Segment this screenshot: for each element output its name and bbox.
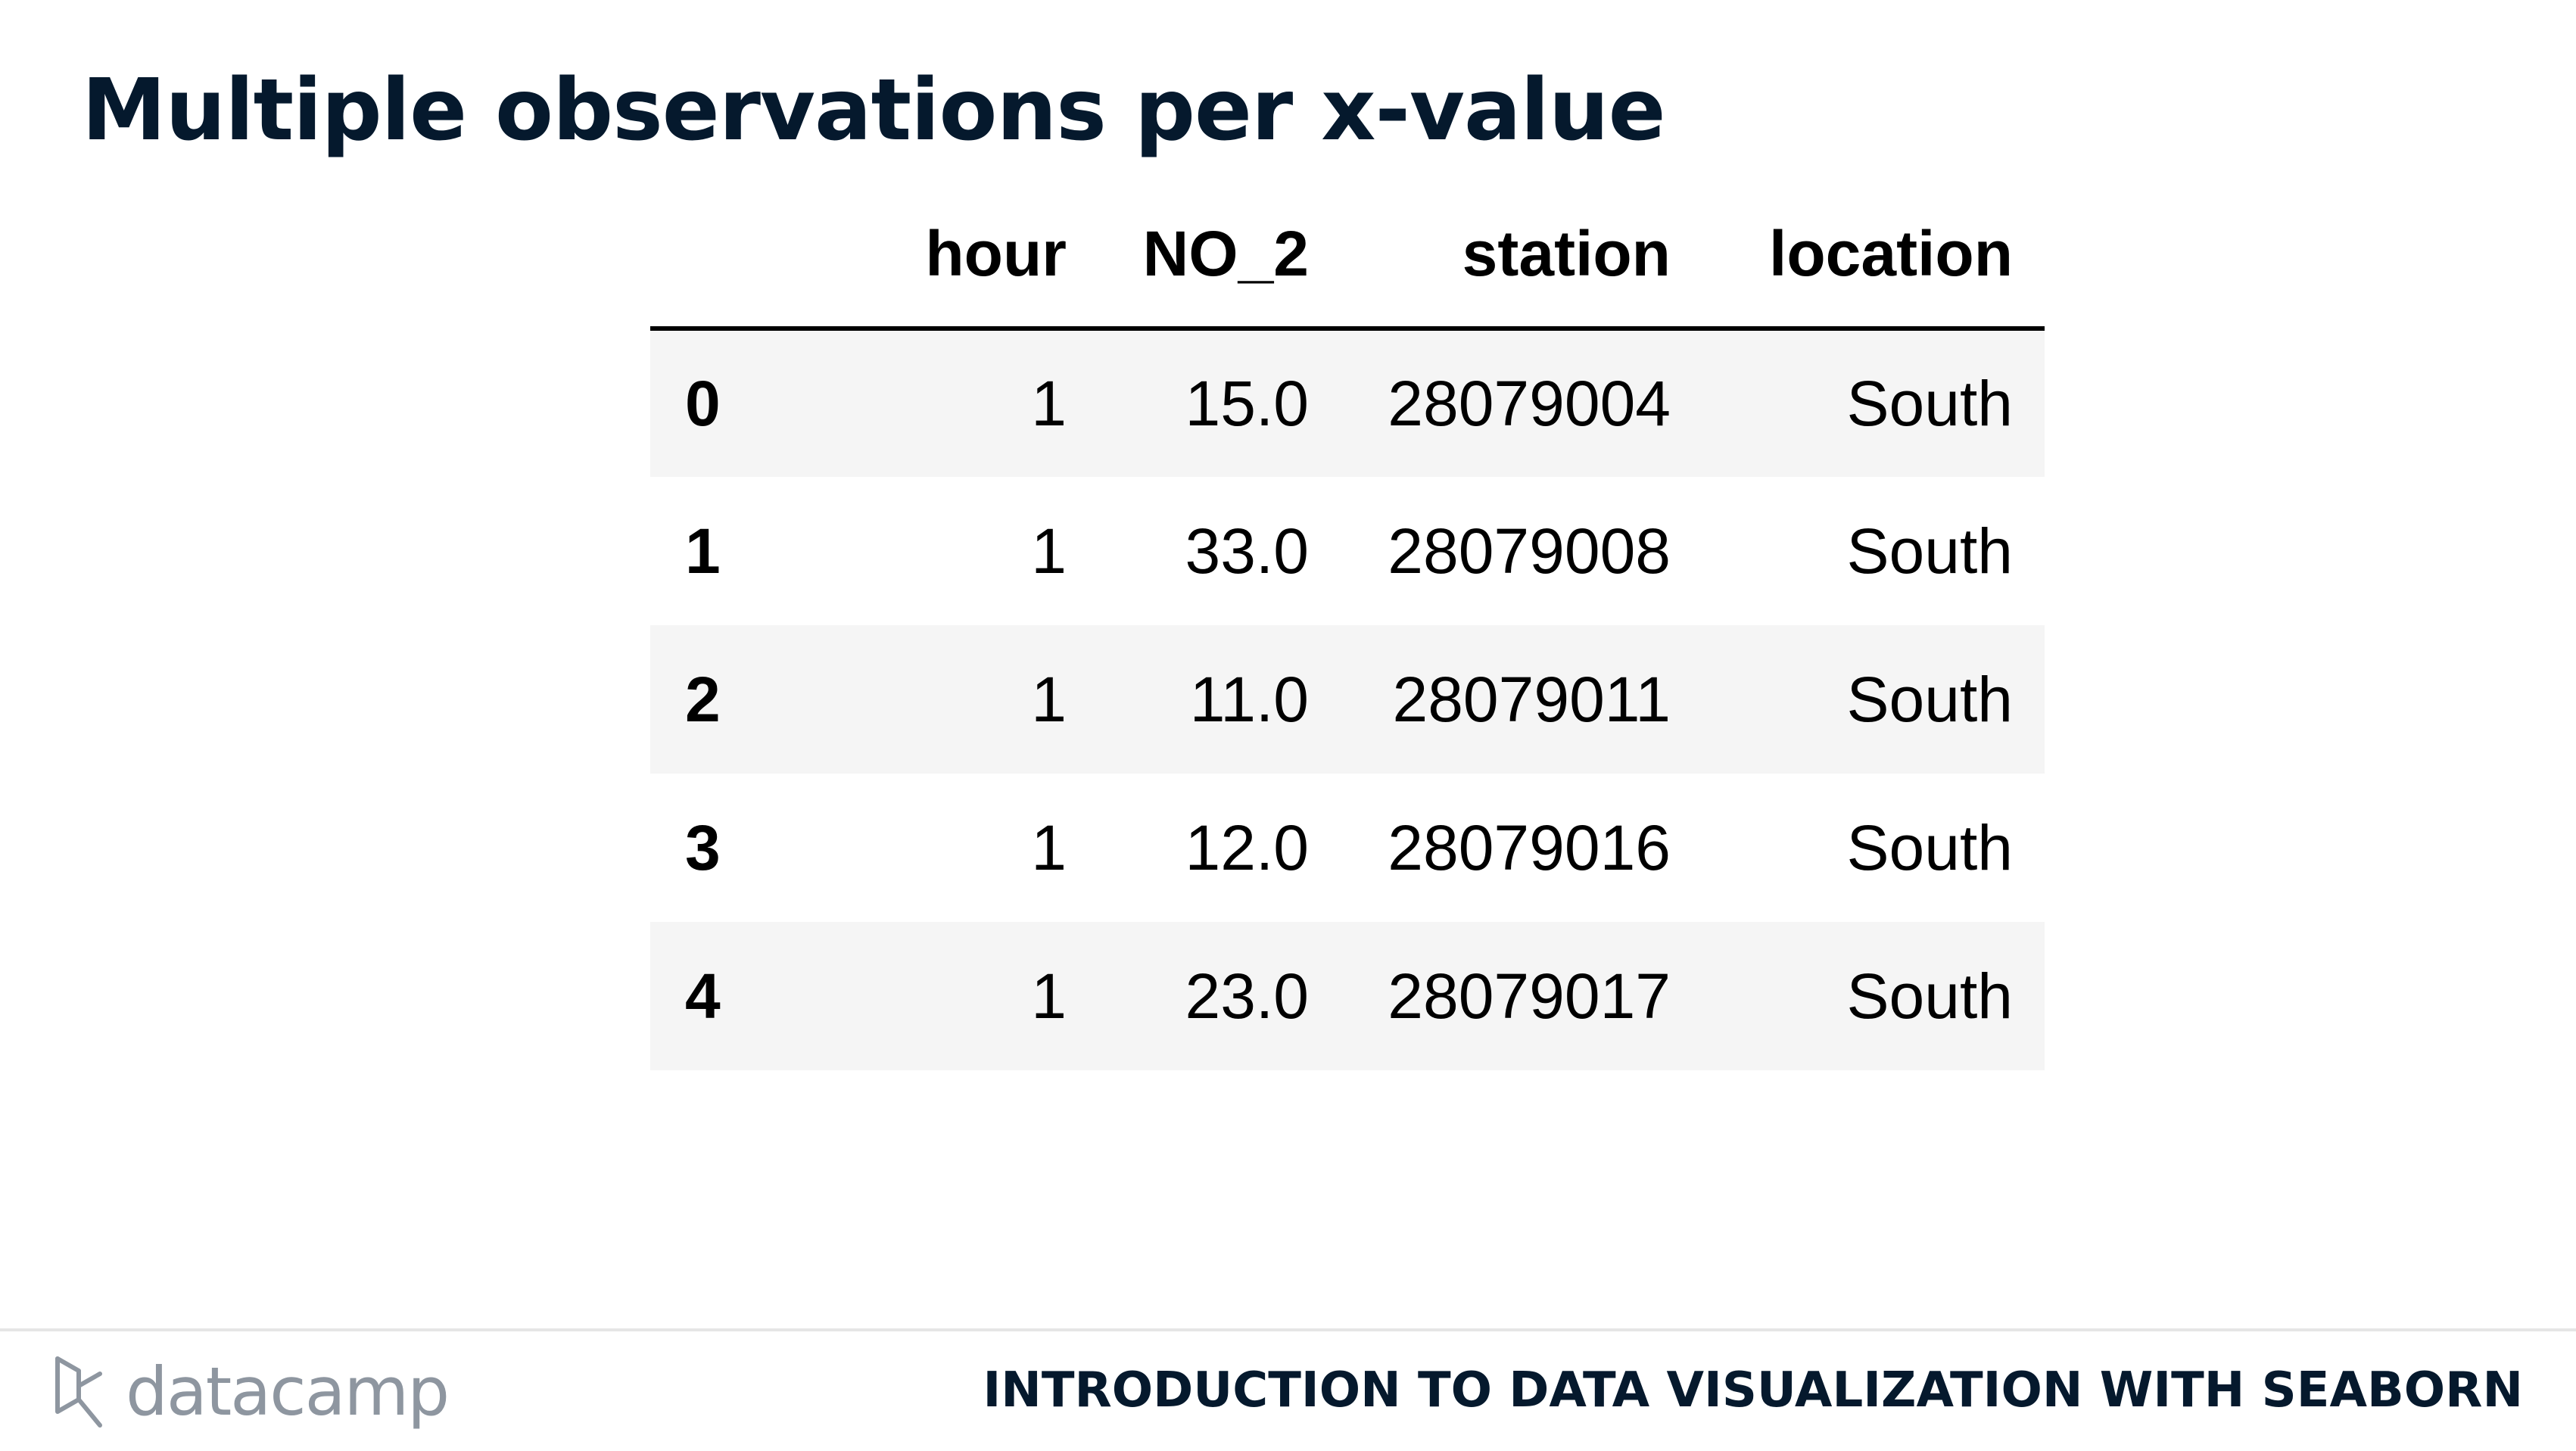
table-row: 0 1 15.0 28079004 South <box>650 328 2045 477</box>
table-row: 3 1 12.0 28079016 South <box>650 774 2045 922</box>
cell-no2: 33.0 <box>1185 515 1310 587</box>
header-location: location <box>1702 182 2045 331</box>
logo-wordmark: datacamp <box>126 1353 450 1431</box>
cell-station: 28079017 <box>1388 960 1671 1032</box>
cell-no2: 11.0 <box>1189 663 1309 735</box>
table-body: 0 1 15.0 28079004 South 1 1 33.0 2807900… <box>650 328 2045 1070</box>
cell-station: 28079004 <box>1388 368 1671 439</box>
slide-title: Multiple observations per x-value <box>82 61 1666 160</box>
cell-station: 28079016 <box>1388 811 1671 883</box>
course-title: INTRODUCTION TO DATA VISUALIZATION WITH … <box>983 1362 2523 1418</box>
datacamp-logo-icon <box>55 1356 102 1428</box>
row-index: 3 <box>685 811 721 883</box>
cell-location: South <box>1846 515 2013 587</box>
header-station: station <box>1341 182 1702 331</box>
cell-hour: 1 <box>1031 515 1067 587</box>
header-no2: NO_2 <box>1098 182 1341 331</box>
row-index: 2 <box>685 663 721 735</box>
cell-hour: 1 <box>1031 368 1067 439</box>
table-header: hour NO_2 station location <box>650 182 2045 331</box>
cell-location: South <box>1846 811 2013 883</box>
cell-no2: 12.0 <box>1185 811 1310 883</box>
cell-no2: 15.0 <box>1185 368 1310 439</box>
footer-divider <box>0 1328 2576 1331</box>
table-row: 2 1 11.0 28079011 South <box>650 625 2045 774</box>
header-row: hour NO_2 station location <box>650 182 2045 331</box>
row-index: 4 <box>685 960 721 1032</box>
dataframe-table: hour NO_2 station location 0 1 15.0 2807… <box>650 182 2045 1070</box>
cell-location: South <box>1846 663 2013 735</box>
cell-station: 28079008 <box>1388 515 1671 587</box>
cell-location: South <box>1846 368 2013 439</box>
cell-location: South <box>1846 960 2013 1032</box>
cell-station: 28079011 <box>1392 663 1671 735</box>
header-hour: hour <box>811 182 1098 331</box>
datacamp-logo: datacamp <box>53 1350 450 1434</box>
table-row: 1 1 33.0 28079008 South <box>650 477 2045 625</box>
cell-hour: 1 <box>1031 663 1067 735</box>
table-row: 4 1 23.0 28079017 South <box>650 922 2045 1070</box>
row-index: 0 <box>685 368 721 439</box>
cell-hour: 1 <box>1031 811 1067 883</box>
cell-no2: 23.0 <box>1185 960 1310 1032</box>
header-index <box>650 182 811 331</box>
row-index: 1 <box>685 515 721 587</box>
cell-hour: 1 <box>1031 960 1067 1032</box>
